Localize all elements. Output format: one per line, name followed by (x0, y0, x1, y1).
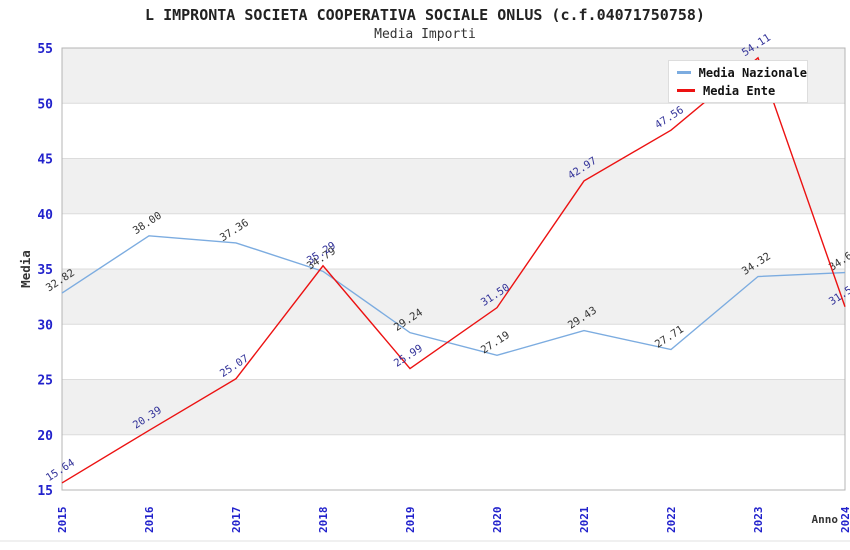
legend-swatch-media-nazionale-icon (677, 71, 691, 74)
svg-text:2023: 2023 (752, 507, 765, 534)
svg-text:50: 50 (37, 97, 53, 112)
svg-text:2021: 2021 (578, 506, 591, 533)
svg-text:45: 45 (37, 153, 53, 168)
chart-subtitle: Media Importi (374, 27, 476, 42)
legend: Media Nazionale Media Ente (668, 60, 808, 103)
svg-text:35: 35 (37, 263, 53, 278)
svg-text:2017: 2017 (230, 507, 243, 534)
svg-text:55: 55 (37, 42, 53, 57)
svg-text:25: 25 (37, 374, 53, 389)
svg-text:2018: 2018 (317, 507, 330, 534)
svg-text:2024: 2024 (839, 506, 850, 533)
svg-text:2020: 2020 (491, 507, 504, 534)
svg-text:30: 30 (37, 318, 53, 333)
svg-text:40: 40 (37, 208, 53, 223)
legend-item-media-nazionale: Media Nazionale (677, 66, 807, 80)
chart-title: L IMPRONTA SOCIETA COOPERATIVA SOCIALE O… (145, 6, 705, 24)
svg-text:2019: 2019 (404, 507, 417, 534)
legend-swatch-media-ente-icon (677, 89, 695, 92)
svg-text:20: 20 (37, 429, 53, 444)
legend-label-media-ente: Media Ente (703, 83, 776, 98)
svg-text:Anno: Anno (812, 513, 839, 526)
svg-text:2022: 2022 (665, 507, 678, 534)
svg-text:Media: Media (18, 250, 33, 288)
svg-text:2016: 2016 (143, 506, 156, 533)
legend-label-media-nazionale: Media Nazionale (698, 65, 807, 80)
legend-item-media-ente: Media Ente (677, 84, 807, 98)
svg-text:15: 15 (37, 484, 53, 499)
svg-text:2015: 2015 (56, 507, 69, 534)
